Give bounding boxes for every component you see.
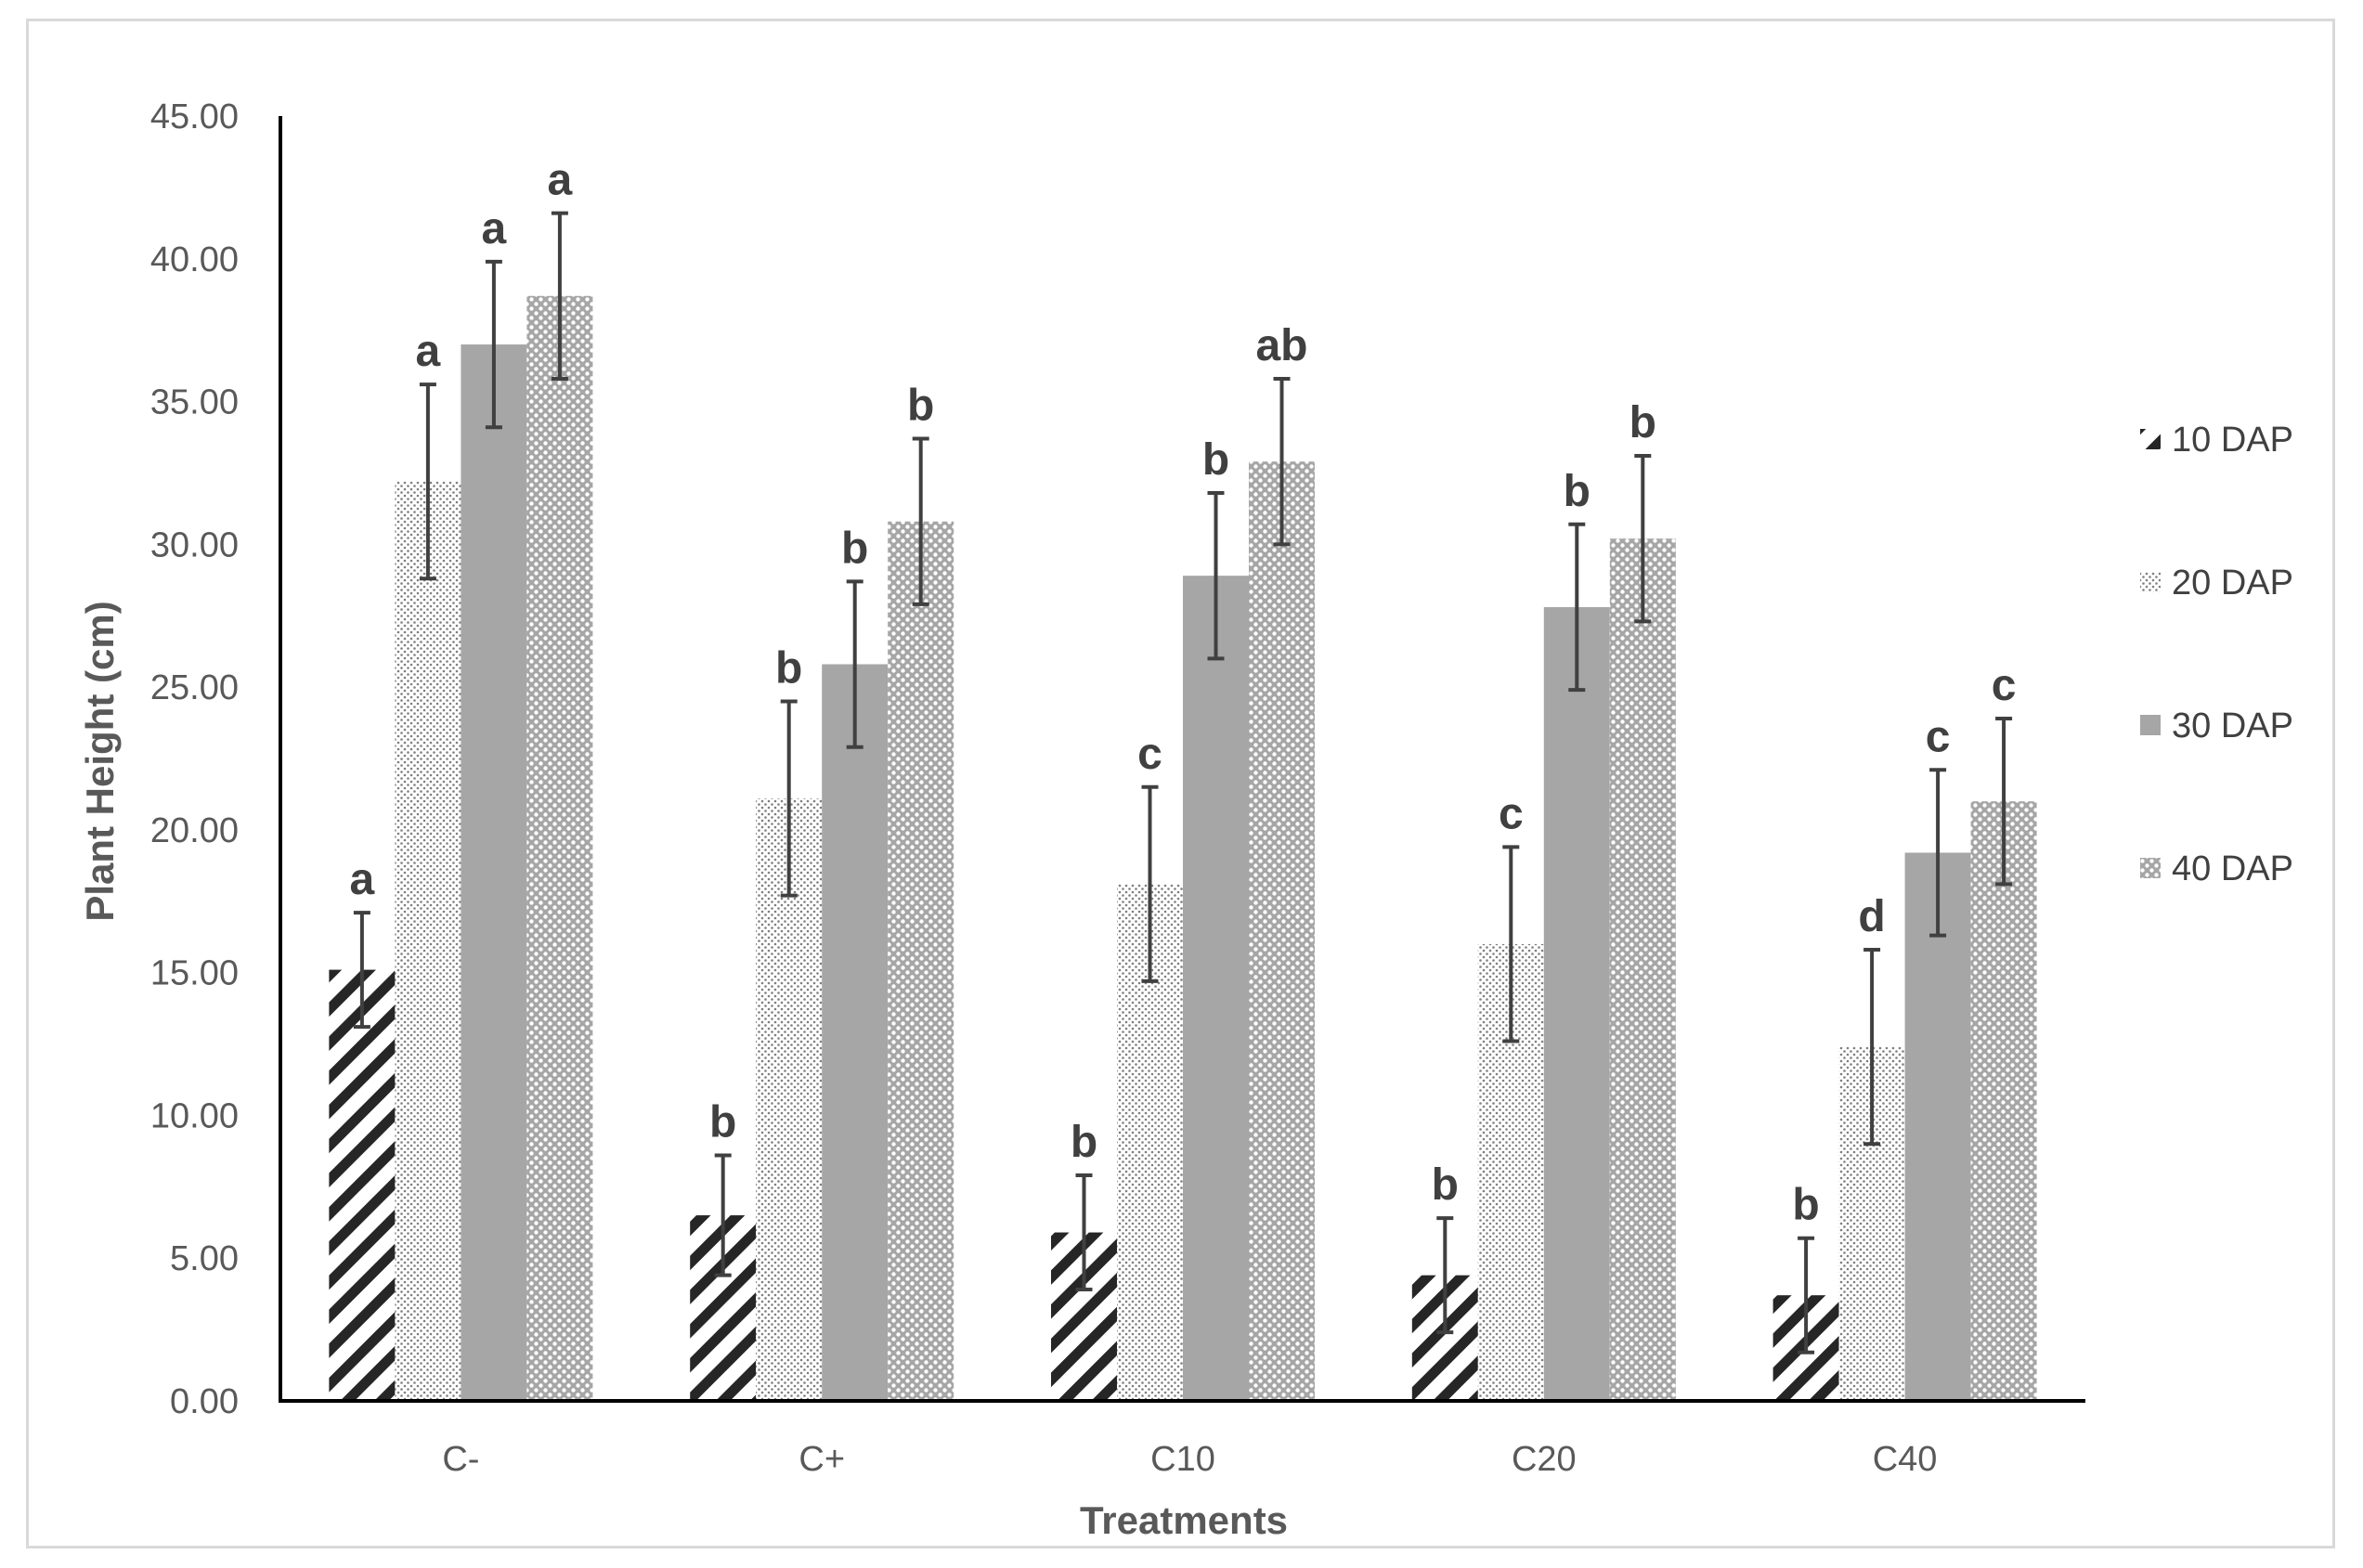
- error-bar: [1207, 490, 1225, 661]
- legend-item: 40 DAP: [2140, 849, 2293, 888]
- significance-label: c: [1499, 789, 1524, 838]
- error-bar: [419, 382, 436, 581]
- error-bar: [780, 699, 798, 898]
- significance-label: b: [907, 382, 934, 431]
- bar-20-dap-C-: [395, 481, 461, 1401]
- error-bar: [551, 211, 568, 381]
- error-bar: [1436, 1216, 1454, 1335]
- x-tick-label: C10: [1150, 1440, 1215, 1479]
- significance-label: a: [548, 156, 573, 205]
- legend: 10 DAP 20 DAP 30 DAP 40 DAP: [2140, 421, 2293, 888]
- significance-label: ab: [1255, 321, 1307, 370]
- y-tick-label: 10.00: [150, 1096, 239, 1135]
- significance-label: b: [1202, 435, 1229, 485]
- legend-item: 30 DAP: [2140, 706, 2293, 745]
- error-bar: [1995, 716, 2013, 887]
- y-tick-label: 15.00: [150, 954, 239, 993]
- bar-30-dap-C10: [1183, 576, 1249, 1401]
- significance-label: b: [1071, 1118, 1097, 1167]
- y-tick-label: 45.00: [150, 97, 239, 136]
- y-tick-label: 25.00: [150, 668, 239, 707]
- significance-label: b: [775, 643, 802, 693]
- significance-label: c: [1926, 712, 1951, 761]
- y-tick-label: 20.00: [150, 811, 239, 850]
- significance-label: c: [1992, 661, 2017, 710]
- error-bars-layer: [353, 211, 2013, 1354]
- significance-label: a: [350, 855, 375, 904]
- significance-label: b: [709, 1098, 736, 1147]
- legend-label: 30 DAP: [2172, 706, 2293, 745]
- error-bar: [1141, 784, 1159, 983]
- error-bar: [714, 1153, 732, 1277]
- bar-40-dap-C20: [1609, 538, 1676, 1401]
- legend-swatch: [2140, 858, 2161, 878]
- legend-item: 10 DAP: [2140, 421, 2293, 460]
- legend-label: 40 DAP: [2172, 849, 2293, 888]
- error-bar: [1634, 453, 1652, 624]
- error-bar: [1502, 845, 1520, 1043]
- legend-item: 20 DAP: [2140, 564, 2293, 603]
- legend-swatch: [2140, 572, 2161, 592]
- x-tick-label: C+: [798, 1440, 845, 1479]
- significance-label: a: [482, 204, 507, 253]
- y-tick-label: 0.00: [170, 1382, 239, 1421]
- y-tick-label: 40.00: [150, 240, 239, 279]
- axes-layer: 0.00 5.00 10.00 15.00 20.00 25.00 30.00 35.00 40…: [150, 97, 2085, 1479]
- bar-30-dap-C+: [822, 664, 889, 1401]
- significance-label: b: [1432, 1160, 1459, 1210]
- significance-label: b: [1792, 1181, 1819, 1230]
- error-bar: [1929, 768, 1947, 938]
- y-tick-label: 35.00: [150, 383, 239, 422]
- error-bar: [353, 911, 370, 1030]
- significance-label: d: [1858, 892, 1885, 941]
- bar-40-dap-C+: [888, 521, 954, 1401]
- bar-30-dap-C-: [461, 344, 527, 1401]
- bar-30-dap-C20: [1543, 606, 1610, 1401]
- x-tick-label: C20: [1512, 1440, 1577, 1479]
- error-bar: [1273, 376, 1291, 547]
- significance-label: b: [1564, 467, 1590, 516]
- legend-label: 10 DAP: [2172, 421, 2293, 460]
- legend-label: 20 DAP: [2172, 564, 2293, 603]
- error-bar: [912, 436, 929, 606]
- y-tick-label: 30.00: [150, 525, 239, 564]
- legend-swatch: [2140, 715, 2161, 735]
- bars-layer: [329, 295, 2037, 1401]
- error-bar: [1863, 948, 1881, 1147]
- bar-20-dap-C+: [756, 798, 823, 1401]
- significance-label: b: [1629, 398, 1656, 447]
- legend-swatch: [2140, 429, 2161, 449]
- error-bar: [1798, 1236, 1815, 1354]
- bar-40-dap-C-: [526, 295, 593, 1401]
- significance-label: b: [841, 524, 868, 573]
- significance-label: a: [416, 327, 441, 376]
- x-tick-label: C-: [442, 1440, 479, 1479]
- error-bar: [1075, 1173, 1093, 1292]
- significance-label: c: [1137, 730, 1162, 779]
- error-bar: [846, 579, 863, 749]
- error-bar: [1568, 522, 1586, 693]
- x-axis-title: Treatments: [1080, 1498, 1288, 1542]
- y-tick-label: 5.00: [170, 1239, 239, 1278]
- bar-40-dap-C10: [1249, 461, 1315, 1401]
- x-tick-label: C40: [1873, 1440, 1938, 1479]
- error-bar: [485, 259, 502, 430]
- bar-10-dap-C-: [329, 969, 396, 1401]
- bar-30-dap-C40: [1904, 852, 1971, 1401]
- y-axis-title: Plant Height (cm): [78, 601, 122, 921]
- bar-40-dap-C40: [1970, 801, 2037, 1401]
